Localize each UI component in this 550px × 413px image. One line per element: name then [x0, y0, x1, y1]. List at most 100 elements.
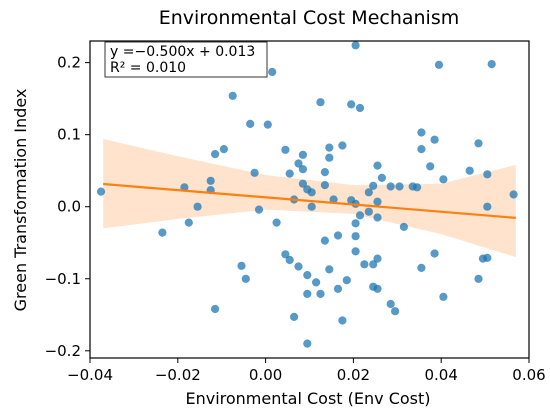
data-point — [377, 173, 386, 182]
fit-line-layer — [103, 182, 516, 219]
data-point — [487, 60, 496, 69]
data-point — [250, 168, 259, 177]
data-point — [483, 202, 492, 211]
data-point — [369, 181, 378, 190]
data-point — [430, 135, 439, 144]
data-point — [316, 289, 325, 298]
data-point — [241, 274, 250, 283]
data-point — [298, 150, 307, 159]
annotation-r-squared: R² = 0.010 — [110, 60, 186, 76]
data-point — [373, 284, 382, 293]
data-point — [333, 284, 343, 293]
data-point — [320, 181, 329, 190]
data-point — [254, 205, 264, 214]
data-point — [211, 150, 220, 159]
y-tick-label: −0.2 — [45, 342, 81, 360]
chart-title: Environmental Cost Mechanism — [159, 7, 460, 29]
data-point — [294, 262, 303, 271]
data-point — [325, 143, 334, 152]
data-point — [373, 213, 382, 222]
data-point — [417, 145, 426, 154]
x-axis-ticks: −0.04 −0.02 0.00 0.02 0.04 0.06 — [67, 358, 546, 384]
data-point — [360, 260, 369, 269]
data-point — [333, 231, 343, 240]
data-point — [180, 183, 189, 192]
data-point — [320, 168, 329, 177]
x-tick-label: 0.00 — [249, 366, 282, 384]
data-point — [395, 182, 404, 191]
data-point — [426, 162, 435, 171]
x-tick-label: 0.06 — [512, 366, 545, 384]
data-point — [325, 265, 334, 274]
data-point — [413, 183, 422, 192]
data-point — [307, 202, 316, 211]
data-point — [285, 255, 294, 265]
data-point — [439, 292, 448, 301]
data-point — [281, 250, 290, 259]
data-point — [298, 165, 307, 174]
annotation-box — [104, 41, 268, 78]
data-point — [298, 179, 307, 188]
data-point — [509, 190, 518, 199]
data-point — [228, 91, 237, 100]
y-axis-ticks: −0.2 −0.1 0.0 0.1 0.2 — [45, 54, 90, 360]
confidence-band-layer — [103, 139, 516, 258]
data-point — [417, 263, 426, 272]
data-point — [364, 207, 373, 216]
data-point — [483, 253, 492, 262]
x-tick-label: −0.04 — [67, 366, 113, 384]
data-point — [325, 153, 334, 162]
x-tick-label: 0.02 — [337, 366, 370, 384]
data-point — [211, 304, 220, 314]
regression-line — [103, 182, 516, 219]
data-point — [237, 261, 246, 270]
data-point — [290, 312, 299, 321]
data-point — [272, 218, 281, 227]
data-point — [474, 139, 483, 148]
data-point — [158, 228, 167, 237]
data-point — [465, 166, 474, 175]
data-point — [281, 145, 290, 154]
data-point — [347, 100, 356, 109]
data-point — [312, 278, 321, 287]
data-point — [268, 67, 277, 77]
data-point — [303, 289, 312, 298]
regression-annotation: y =−0.500x + 0.013 R² = 0.010 — [104, 41, 268, 78]
data-point — [439, 175, 448, 184]
y-axis-label: Green Transformation Index — [11, 89, 30, 312]
data-point — [355, 103, 365, 113]
data-point — [307, 188, 316, 197]
data-point — [351, 219, 360, 228]
x-axis-label: Environmental Cost (Env Cost) — [185, 389, 430, 408]
data-point — [338, 316, 347, 325]
y-tick-label: 0.0 — [57, 198, 81, 216]
data-point — [303, 271, 312, 280]
data-point — [355, 211, 365, 220]
data-point — [338, 141, 347, 150]
data-point — [399, 222, 408, 231]
data-point — [417, 128, 426, 137]
data-point — [434, 60, 444, 69]
data-point — [369, 260, 378, 269]
data-point — [316, 98, 325, 107]
data-point — [206, 176, 215, 185]
data-point — [184, 218, 193, 227]
data-point — [263, 120, 272, 129]
data-point — [430, 249, 439, 258]
data-point — [96, 187, 106, 196]
x-tick-label: −0.02 — [155, 366, 201, 384]
confidence-band — [103, 139, 516, 258]
data-point — [373, 254, 382, 263]
data-point — [373, 197, 382, 206]
data-point — [320, 236, 329, 245]
data-point — [474, 274, 483, 283]
points-layer — [96, 41, 518, 348]
data-point — [373, 161, 382, 170]
x-tick-label: 0.04 — [424, 366, 457, 384]
plot-area-frame — [89, 40, 530, 359]
data-point — [193, 202, 202, 211]
annotation-equation: y =−0.500x + 0.013 — [110, 44, 255, 60]
data-point — [246, 119, 255, 128]
data-point — [351, 247, 360, 256]
